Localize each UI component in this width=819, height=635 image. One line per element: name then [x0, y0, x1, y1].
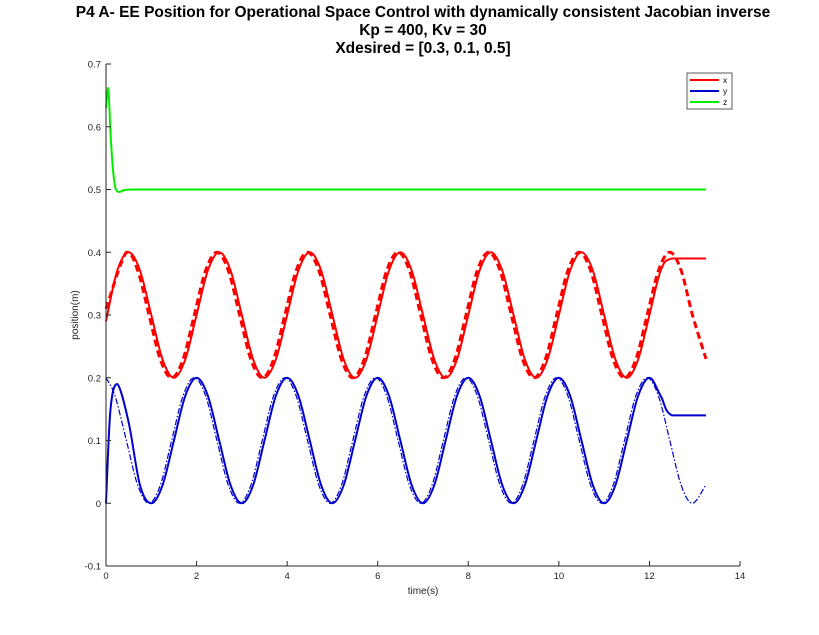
y-tick-label: 0.1: [88, 436, 101, 447]
title-line-2: Kp = 400, Kv = 30: [359, 22, 487, 39]
legend-label-y: y: [723, 86, 728, 96]
series-line-y-desired: [105, 377, 707, 504]
legend-items: xyz: [690, 75, 728, 107]
series-layer: [104, 86, 708, 505]
x-tick-label: 8: [466, 571, 471, 582]
x-ticks: 0 2 4 6 8 10 12 14: [103, 561, 745, 582]
series-line-y: [105, 376, 707, 505]
legend: xyz: [686, 72, 733, 110]
y-tick-label: 0.2: [88, 373, 101, 384]
y-tick-label: -0.1: [85, 562, 101, 573]
x-tick-label: 2: [194, 571, 199, 582]
x-tick-label: 0: [103, 571, 108, 582]
plot-area: 0 2 4 6 8 10 12 14 -0.100.10.20.30.40.50.60.7: [85, 60, 746, 583]
series-line-z: [105, 86, 707, 194]
y-tick-label: 0.5: [88, 185, 101, 196]
x-tick-label: 6: [375, 571, 380, 582]
x-tick-label: 4: [284, 571, 289, 582]
y-tick-label: 0: [96, 499, 101, 510]
x-tick-label: 10: [554, 571, 565, 582]
series-line-x: [105, 251, 707, 379]
legend-label-x: x: [723, 75, 728, 85]
title-line-3: Xdesired = [0.3, 0.1, 0.5]: [335, 40, 510, 57]
y-tick-label: 0.7: [88, 60, 101, 71]
y-axis-label: position(m): [70, 290, 81, 339]
title-line-1: P4 A- EE Position for Operational Space …: [76, 4, 771, 21]
x-axis-label: time(s): [408, 586, 439, 597]
x-tick-label: 14: [735, 571, 746, 582]
y-tick-label: 0.6: [88, 122, 101, 133]
y-ticks: -0.1 0 0.1 0.2 0.3 0.4 0.5 0.6 0.7: [85, 60, 111, 573]
legend-label-z: z: [723, 97, 727, 107]
y-tick-label: 0.4: [88, 248, 101, 259]
x-tick-label: 12: [644, 571, 655, 582]
y-tick-label: 0.3: [88, 311, 101, 322]
chart-title: P4 A- EE Position for Operational Space …: [76, 4, 771, 57]
